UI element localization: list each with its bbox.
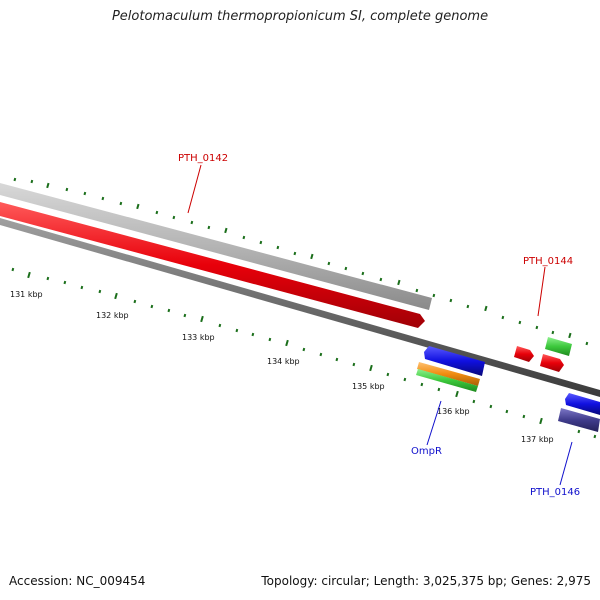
gene-ompr[interactable] bbox=[416, 369, 478, 392]
gene-pth-0146[interactable] bbox=[558, 408, 600, 432]
genome-backbone bbox=[0, 218, 600, 397]
gene-pth-0142[interactable] bbox=[0, 202, 425, 328]
gene-green-small-forward[interactable] bbox=[545, 337, 572, 356]
gene-label-pth-0144[interactable]: PTH_0144 bbox=[523, 256, 573, 267]
scale-label-132: 132 kbp bbox=[96, 311, 129, 320]
scale-label-131: 131 kbp bbox=[10, 290, 43, 299]
leader-ompr bbox=[426, 400, 442, 446]
gene-red-small-2[interactable] bbox=[540, 354, 564, 372]
gene-label-pth-0142[interactable]: PTH_0142 bbox=[178, 153, 228, 164]
gene-grey-forward[interactable] bbox=[0, 183, 432, 310]
gene-label-ompr[interactable]: OmpR bbox=[411, 446, 442, 457]
leader-pth-0146 bbox=[559, 441, 573, 486]
gene-label-pth-0146[interactable]: PTH_0146 bbox=[530, 487, 580, 498]
outer-tick-marks bbox=[13, 177, 589, 346]
gene-red-small-1[interactable] bbox=[514, 346, 534, 362]
label-leader-lines bbox=[187, 164, 573, 486]
scale-label-137: 137 kbp bbox=[521, 435, 554, 444]
gene-blue-right[interactable] bbox=[565, 393, 600, 415]
genome-summary-text: Topology: circular; Length: 3,025,375 bp… bbox=[261, 574, 591, 588]
accession-text: Accession: NC_009454 bbox=[9, 574, 146, 588]
leader-pth-0142 bbox=[187, 164, 202, 214]
gene-labels: PTH_0142 PTH_0144 OmpR PTH_0146 bbox=[178, 153, 580, 498]
inner-tick-marks bbox=[11, 267, 597, 439]
scale-label-133: 133 kbp bbox=[182, 333, 215, 342]
gene-orange-reverse[interactable] bbox=[417, 362, 480, 386]
scale-label-136: 136 kbp bbox=[437, 407, 470, 416]
gene-blue-ompr-neighbour[interactable] bbox=[424, 346, 485, 376]
leader-pth-0144 bbox=[537, 266, 546, 317]
map-title: Pelotomaculum thermopropionicum SI, comp… bbox=[111, 9, 489, 24]
scale-labels: 131 kbp 132 kbp 133 kbp 134 kbp 135 kbp … bbox=[10, 290, 554, 444]
scale-label-135: 135 kbp bbox=[352, 382, 385, 391]
scale-label-134: 134 kbp bbox=[267, 357, 300, 366]
